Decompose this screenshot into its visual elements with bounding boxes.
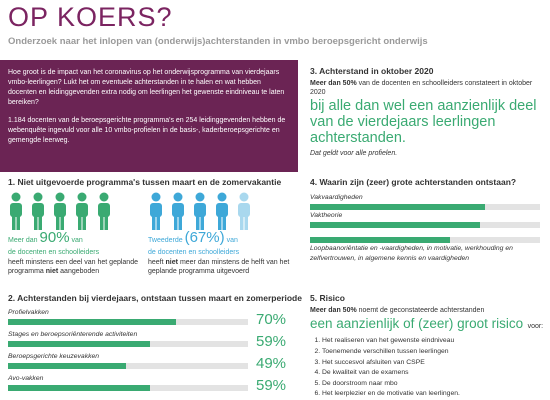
bar-label: Loopbaanoriëntatie en -vaardigheden, in … (310, 245, 513, 263)
stat-left: Meer dan 90% van de docenten en schoolle… (8, 228, 143, 277)
title: OP KOERS? (8, 2, 173, 32)
lead-bold: Meer dan 50% (310, 80, 357, 87)
stat-bold: niet (165, 258, 178, 266)
bar-track (8, 363, 248, 369)
stat-big: 90% (39, 229, 70, 246)
stat-prefix: Tweederde (148, 237, 183, 244)
bar (8, 319, 176, 325)
bar (310, 204, 485, 210)
section-heading: 5. Risico (310, 293, 345, 303)
stat-big: (67%) (184, 229, 225, 246)
highlight-end: voor: (527, 323, 544, 331)
value-label: 49% (256, 355, 287, 372)
intro-question: Hoe groot is de impact van het coronavir… (8, 69, 285, 107)
value-label: 70% (256, 311, 287, 328)
highlight: bij alle dan wel een aanzienlijk deel va… (310, 97, 537, 147)
bar-track (8, 385, 248, 391)
list-item: Het succesvol afsluiten van CSPE (322, 358, 546, 369)
risk-list: Het realiseren van het gewenste eindnive… (310, 336, 546, 399)
stat-text: heeft (148, 258, 164, 266)
bar-label: Avo-vakken (8, 375, 44, 382)
stat-text: meer dan minstens de helft van het gepla… (148, 258, 290, 276)
value-label: 59% (256, 333, 287, 350)
section-heading: 3. Achterstand in oktober 2020 (310, 66, 434, 76)
lead: Meer dan 50% noemt de geconstateerde ach… (310, 306, 546, 315)
intro-box: Hoe groot is de impact van het coronavir… (0, 60, 298, 172)
bar-label: Vaktheorie (310, 212, 343, 219)
highlight: een aanzienlijk of (zeer) groot risico v… (310, 315, 546, 333)
lead-text: van de docenten en schoolleiders constat… (310, 80, 533, 97)
section-5: 5. Risico Meer dan 50% noemt de geconsta… (310, 293, 546, 400)
bar (8, 341, 150, 347)
note: Dat geldt voor alle profielen. (310, 149, 398, 157)
bar-label: Profielvakken (8, 309, 49, 316)
section-3: 3. Achterstand in oktober 2020 Meer dan … (310, 66, 546, 158)
bar-track (8, 341, 248, 347)
stat-bold: niet (45, 268, 59, 276)
bar-track (310, 222, 540, 228)
list-item: Toenemende verschillen tussen leerlingen (322, 347, 546, 358)
bar (310, 237, 451, 243)
bar-label: Vakvaardigheden (310, 194, 363, 201)
stat-text: heeft minstens een deel van het geplande… (8, 258, 138, 276)
bar-label: Beroepsgerichte keuzevakken (8, 353, 100, 360)
section-heading: 4. Waarin zijn (zeer) grote achterstande… (310, 177, 517, 187)
list-item: Het leerplezier en de motivatie van leer… (322, 389, 546, 400)
stat-right: Tweederde (67%) van de docenten en schoo… (148, 228, 298, 277)
stat-suffix: van (226, 237, 238, 244)
bar-list: Profielvakken 70% Stages en beroepsoriënte… (8, 309, 298, 399)
bar (8, 385, 150, 391)
person-icons (10, 192, 250, 230)
lead-bold: Meer dan 50% (310, 307, 357, 314)
stat-prefix: Meer dan (8, 237, 38, 244)
bar-track (310, 204, 540, 210)
bar-track (310, 237, 540, 243)
lead-text: noemt de geconstateerde achterstanden (358, 307, 485, 314)
intro-method: 1.184 docenten van de beroepsgerichte pr… (8, 116, 286, 144)
lead: Meer dan 50% van de docenten en schoolle… (310, 79, 546, 98)
bar (8, 363, 126, 369)
stat-end: aangeboden (60, 268, 100, 276)
highlight-text: een aanzienlijk of (zeer) groot risico (310, 316, 524, 332)
bar (310, 222, 481, 228)
bar-label: Stages en beroepsoriënterende activiteit… (8, 331, 138, 338)
section-heading: 1. Niet uitgevoerde programma's tussen m… (8, 177, 282, 187)
list-item: De kwaliteit van de examens (322, 368, 546, 379)
section-heading: 2. Achterstanden bij vierdejaars, ontsta… (8, 293, 302, 303)
bar-track (8, 319, 248, 325)
stat-who: de docenten en schoolleiders (8, 249, 100, 257)
list-item: Het realiseren van het gewenste eindnive… (322, 336, 546, 347)
value-label: 59% (256, 377, 287, 394)
stat-suffix: van (71, 237, 83, 244)
stat-who: de docenten en schoolleiders (148, 249, 240, 257)
subtitle: Onderzoek naar het inlopen van (onderwij… (8, 36, 428, 47)
list-item: De doorstroom naar mbo (322, 379, 546, 390)
bar-list: Vakvaardigheden Vaktheorie Loopbaanoriënta… (310, 193, 540, 288)
